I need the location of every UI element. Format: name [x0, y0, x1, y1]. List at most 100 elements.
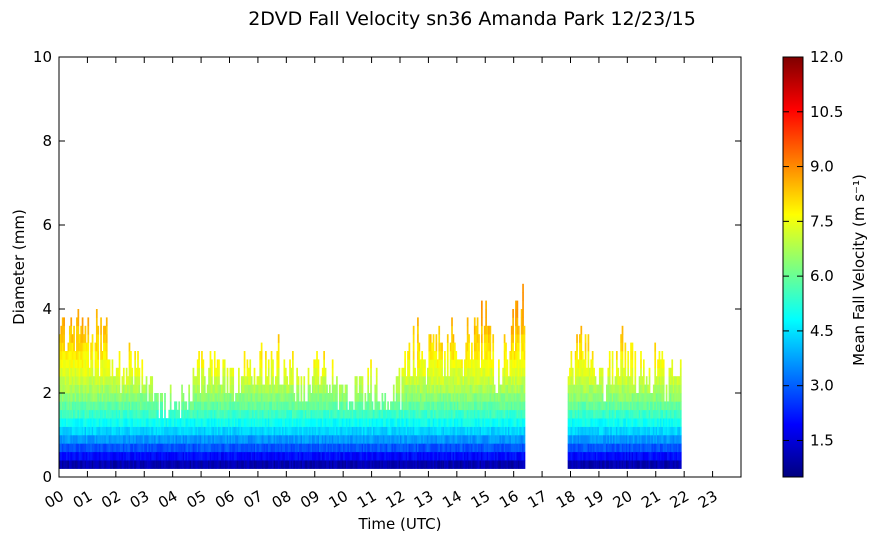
heatmap-cell: [469, 401, 472, 411]
heatmap-cell: [202, 367, 205, 377]
heatmap-cell: [506, 359, 509, 369]
heatmap-cell: [446, 376, 449, 385]
heatmap-cell: [428, 334, 431, 343]
heatmap-cell: [108, 367, 111, 377]
heatmap-cell: [105, 325, 108, 335]
heatmap-cell: [124, 435, 127, 444]
heatmap-cell: [606, 426, 608, 436]
heatmap-cell: [208, 443, 210, 453]
heatmap-cell: [357, 435, 360, 444]
heatmap-cell: [293, 418, 296, 427]
heatmap-cell: [77, 351, 80, 360]
heatmap-cell: [638, 443, 641, 453]
heatmap-cell: [400, 460, 402, 469]
heatmap-cell: [452, 367, 455, 377]
heatmap-cell: [483, 393, 486, 402]
heatmap-cell: [277, 443, 280, 453]
heatmap-cell: [483, 460, 486, 469]
heatmap-cell: [392, 435, 395, 444]
heatmap-cell: [66, 451, 68, 461]
heatmap-cell: [581, 426, 584, 436]
heatmap-cell: [608, 443, 611, 453]
heatmap-cell: [147, 401, 149, 411]
heatmap-cell: [229, 451, 232, 461]
heatmap-cell: [662, 443, 665, 453]
heatmap-cell: [363, 418, 365, 427]
heatmap-cell: [130, 367, 132, 377]
heatmap-cell: [300, 393, 303, 402]
heatmap-cell: [216, 409, 219, 419]
heatmap-cell: [103, 409, 105, 419]
heatmap-cell: [432, 401, 435, 411]
heatmap-cell: [127, 376, 129, 385]
heatmap-cell: [654, 384, 657, 394]
heatmap-cell: [451, 351, 453, 360]
heatmap-cell: [64, 435, 67, 444]
heatmap-cell: [81, 317, 84, 327]
heatmap-cell: [657, 393, 659, 402]
heatmap-cell: [218, 367, 220, 377]
heatmap-cell: [286, 384, 289, 394]
heatmap-cell: [108, 443, 111, 453]
heatmap-cell: [259, 393, 262, 402]
heatmap-cell: [230, 426, 233, 436]
heatmap-cell: [364, 401, 367, 411]
heatmap-cell: [226, 409, 229, 419]
heatmap-cell: [492, 451, 495, 461]
heatmap-cell: [370, 359, 372, 369]
heatmap-cell: [265, 367, 267, 377]
heatmap-cell: [570, 376, 573, 385]
heatmap-cell: [283, 418, 286, 427]
heatmap-cell: [346, 393, 348, 402]
heatmap-cell: [86, 342, 88, 352]
heatmap-cell: [117, 376, 119, 385]
heatmap-cell: [404, 443, 406, 453]
heatmap-cell: [503, 367, 506, 377]
heatmap-cell: [418, 451, 421, 461]
heatmap-cell: [239, 460, 242, 469]
heatmap-cell: [84, 409, 87, 419]
heatmap-cell: [614, 418, 617, 427]
heatmap-cell: [95, 435, 98, 444]
heatmap-cell: [444, 460, 446, 469]
heatmap-cell: [591, 401, 594, 411]
heatmap-cell: [238, 451, 240, 461]
heatmap-cell: [86, 393, 88, 402]
heatmap-cell: [118, 384, 121, 394]
heatmap-cell: [76, 359, 78, 369]
heatmap-cell: [468, 342, 470, 352]
heatmap-cell: [415, 451, 418, 461]
heatmap-cell: [115, 384, 118, 394]
heatmap-cell: [519, 393, 522, 402]
heatmap-cell: [597, 451, 600, 461]
heatmap-cell: [435, 401, 438, 411]
heatmap-cell: [74, 376, 77, 385]
heatmap-cell: [355, 418, 358, 427]
heatmap-cell: [67, 435, 70, 444]
heatmap-cell: [641, 409, 644, 419]
heatmap-cell: [505, 367, 507, 377]
heatmap-cell: [660, 451, 662, 461]
heatmap-cell: [661, 460, 664, 469]
heatmap-cell: [188, 426, 191, 436]
heatmap-cell: [642, 367, 645, 377]
heatmap-cell: [91, 384, 94, 394]
heatmap-cell: [284, 367, 287, 377]
heatmap-cell: [297, 376, 300, 385]
heatmap-cell: [633, 393, 635, 402]
heatmap-cell: [604, 401, 607, 411]
heatmap-cell: [151, 376, 154, 385]
heatmap-cell: [587, 401, 590, 411]
heatmap-cell: [607, 460, 610, 469]
heatmap-cell: [625, 384, 628, 394]
heatmap-cell: [425, 460, 428, 469]
heatmap-cell: [429, 426, 432, 436]
heatmap-cell: [384, 409, 387, 419]
heatmap-cell: [354, 451, 357, 461]
heatmap-cell: [469, 418, 472, 427]
heatmap-cell: [446, 409, 449, 419]
heatmap-cell: [446, 393, 449, 402]
heatmap-cell: [471, 435, 473, 444]
heatmap-cell: [465, 409, 468, 419]
heatmap-cell: [638, 401, 641, 411]
